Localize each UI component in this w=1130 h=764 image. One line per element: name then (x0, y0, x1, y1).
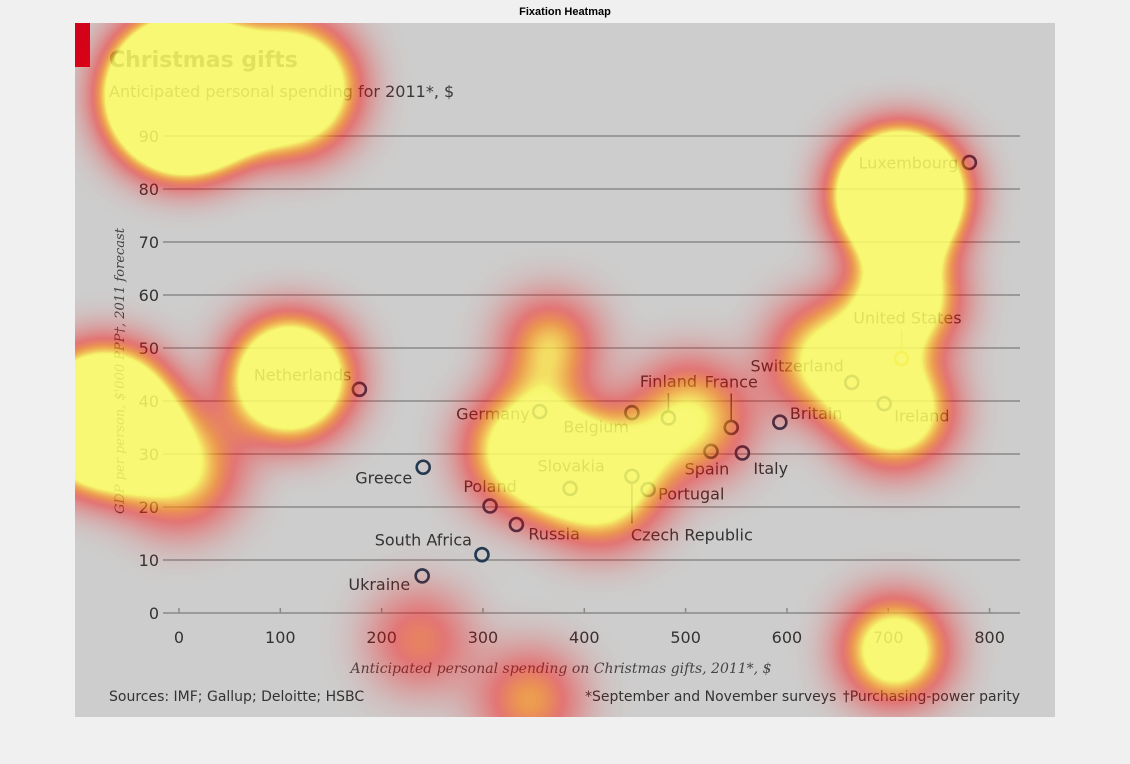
label-switzerland: Switzerland (750, 356, 843, 375)
label-portugal: Portugal (658, 485, 724, 504)
point-ukraine (414, 568, 430, 584)
point-greece (415, 459, 431, 476)
point-luxembourg (961, 154, 978, 171)
label-france: France (705, 373, 758, 392)
chart-stage: Christmas gifts Anticipated personal spe… (75, 23, 1055, 717)
y-tick-label: 60 (139, 286, 159, 305)
x-tick-label: 300 (468, 628, 499, 647)
y-tick-label: 40 (139, 392, 159, 411)
survey-footnote: *September and November surveys (585, 689, 836, 705)
brand-tag (75, 23, 90, 67)
label-ukraine: Ukraine (348, 575, 410, 594)
point-netherlands (351, 381, 368, 398)
label-greece: Greece (355, 468, 412, 487)
y-tick-label: 80 (139, 180, 159, 199)
y-tick-label: 0 (149, 604, 159, 623)
y-tick-label: 20 (139, 498, 159, 517)
label-spain: Spain (685, 459, 730, 478)
chart-subtitle: Anticipated personal spending for 2011*,… (109, 82, 454, 101)
point-south-africa (474, 546, 490, 563)
y-tick-label: 30 (139, 445, 159, 464)
y-tick-label: 50 (139, 339, 159, 358)
x-tick-label: 200 (366, 628, 397, 647)
label-netherlands: Netherlands (254, 365, 352, 384)
ppp-footnote: †Purchasing-power parity (843, 689, 1020, 705)
label-south-africa: South Africa (375, 531, 472, 550)
chart-plot: Christmas gifts Anticipated personal spe… (75, 23, 1055, 717)
x-tick-label: 600 (772, 628, 803, 647)
label-czech-republic: Czech Republic (631, 525, 753, 544)
label-luxembourg: Luxembourg (859, 154, 959, 173)
x-tick-label: 0 (174, 628, 184, 647)
y-tick-label: 70 (139, 233, 159, 252)
x-axis-label: Anticipated personal spending on Christm… (349, 661, 772, 677)
label-britain: Britain (790, 404, 843, 423)
x-tick-label: 500 (670, 628, 701, 647)
label-poland: Poland (463, 477, 516, 496)
sources-note: Sources: IMF; Gallup; Deloitte; HSBC (109, 689, 364, 705)
point-russia (508, 516, 525, 533)
label-ireland: Ireland (894, 407, 949, 426)
label-united-states: United States (853, 309, 961, 328)
label-finland: Finland (640, 372, 697, 391)
label-germany: Germany (456, 405, 530, 424)
y-axis-label: GDP per person, $'000 PPP†, 2011 forecas… (113, 227, 128, 514)
x-tick-label: 400 (569, 628, 600, 647)
x-tick-label: 100 (265, 628, 296, 647)
label-slovakia: Slovakia (538, 456, 605, 475)
figure-title: Fixation Heatmap (519, 6, 611, 18)
y-tick-label: 10 (139, 551, 159, 570)
point-britain (772, 414, 788, 431)
label-belgium: Belgium (563, 418, 629, 437)
label-russia: Russia (528, 524, 579, 543)
label-italy: Italy (753, 459, 788, 478)
x-tick-label: 700 (873, 628, 904, 647)
chart-title: Christmas gifts (109, 48, 298, 73)
y-tick-label: 90 (139, 127, 159, 146)
x-tick-label: 800 (974, 628, 1005, 647)
